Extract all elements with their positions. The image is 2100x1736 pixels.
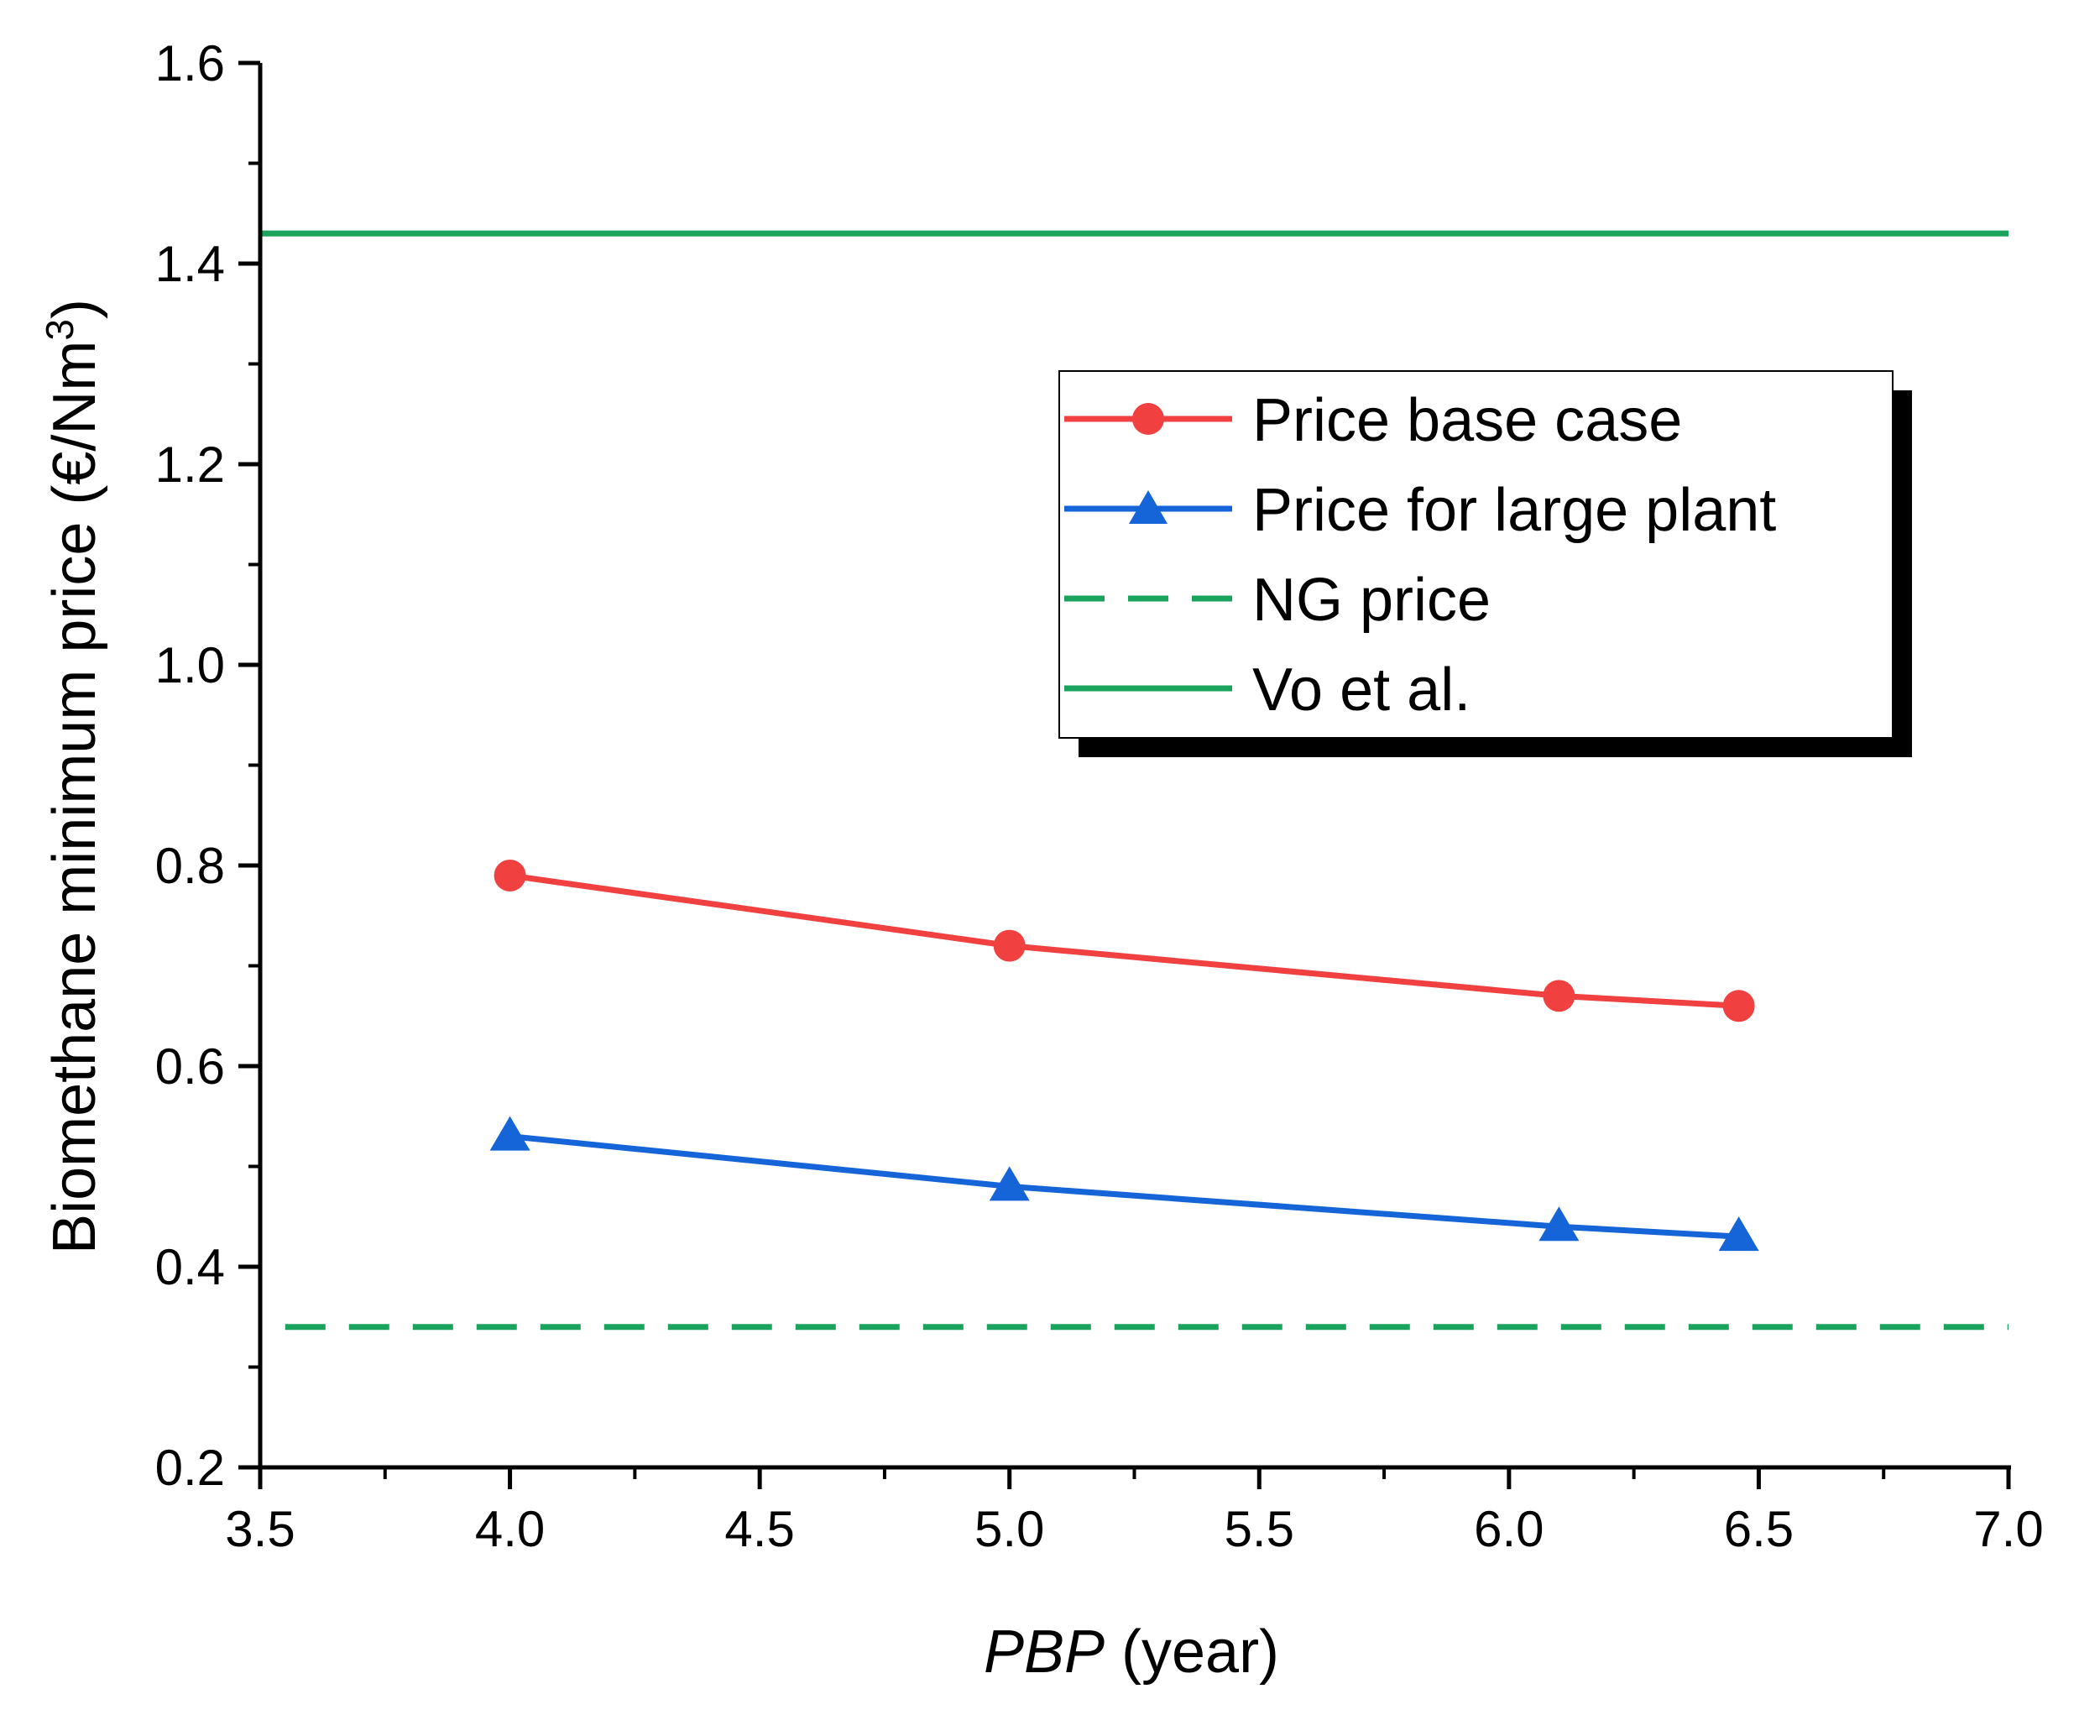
y-tick-label: 1.2 (155, 437, 225, 493)
legend-triangle-marker (1129, 490, 1168, 524)
legend: Price base case Price for large plant NG… (1058, 370, 1912, 757)
legend-circle-marker (1132, 403, 1164, 435)
data-point-large-plant (489, 1116, 530, 1151)
legend-box (1058, 370, 1894, 739)
data-point-large-plant (1538, 1206, 1580, 1242)
x-tick-label: 4.5 (724, 1501, 794, 1557)
y-axis-title-main: Biomethane minimum price (€/Nm (41, 341, 108, 1254)
y-tick-label: 0.2 (155, 1440, 225, 1496)
y-tick-label: 0.8 (155, 838, 225, 894)
x-axis-title-rest: (year) (1105, 1618, 1279, 1686)
data-point-base-case (494, 859, 526, 892)
legend-label-ng-price: NG price (1252, 567, 1491, 634)
ticks: 3.5 4.0 4.5 5.0 5.5 6.0 6.5 7.0 0.2 0.4 0.6 0.8 1.0 1… (155, 35, 2044, 1557)
x-axis-title-italic: PBP (984, 1618, 1105, 1686)
y-tick-label: 1.4 (155, 236, 225, 292)
y-axis-title-end: ) (41, 299, 108, 319)
series-line-base-case (509, 872, 1739, 1009)
y-tick-label: 0.6 (155, 1038, 225, 1095)
data-point-base-case (993, 929, 1026, 962)
y-tick-label: 1.0 (155, 637, 225, 693)
legend-label-vo-et-al: Vo et al. (1252, 656, 1471, 724)
legend-item-large-plant: Price for large plant (1064, 477, 1776, 544)
data-point-large-plant (1718, 1216, 1759, 1252)
legend-item-ng-price: NG price (1064, 567, 1491, 634)
data-point-large-plant (989, 1166, 1030, 1201)
plot-area (260, 230, 2009, 1331)
axes (258, 63, 2011, 1470)
y-tick-label: 0.4 (155, 1239, 225, 1295)
x-tick-label: 6.0 (1474, 1501, 1544, 1557)
legend-item-vo-et-al: Vo et al. (1064, 656, 1471, 724)
x-tick-label: 5.5 (1225, 1501, 1294, 1557)
y-tick-label: 1.6 (155, 35, 225, 92)
data-point-base-case (1543, 980, 1575, 1012)
x-tick-label: 7.0 (1973, 1501, 2043, 1557)
legend-label-large-plant: Price for large plant (1252, 477, 1776, 544)
x-tick-label: 3.5 (225, 1501, 295, 1557)
x-axis-title: PBP (year) (984, 1618, 1279, 1686)
x-tick-label: 5.0 (974, 1501, 1044, 1557)
data-point-base-case (1722, 990, 1755, 1022)
legend-item-base-case: Price base case (1064, 387, 1682, 454)
x-tick-label: 6.5 (1724, 1501, 1794, 1557)
legend-label-base-case: Price base case (1252, 387, 1682, 454)
x-tick-label: 4.0 (475, 1501, 545, 1557)
series-line-large-plant (509, 1133, 1739, 1240)
y-axis-title-sup: 3 (38, 319, 81, 341)
y-axis-title: Biomethane minimum price (€/Nm3) (38, 299, 108, 1254)
